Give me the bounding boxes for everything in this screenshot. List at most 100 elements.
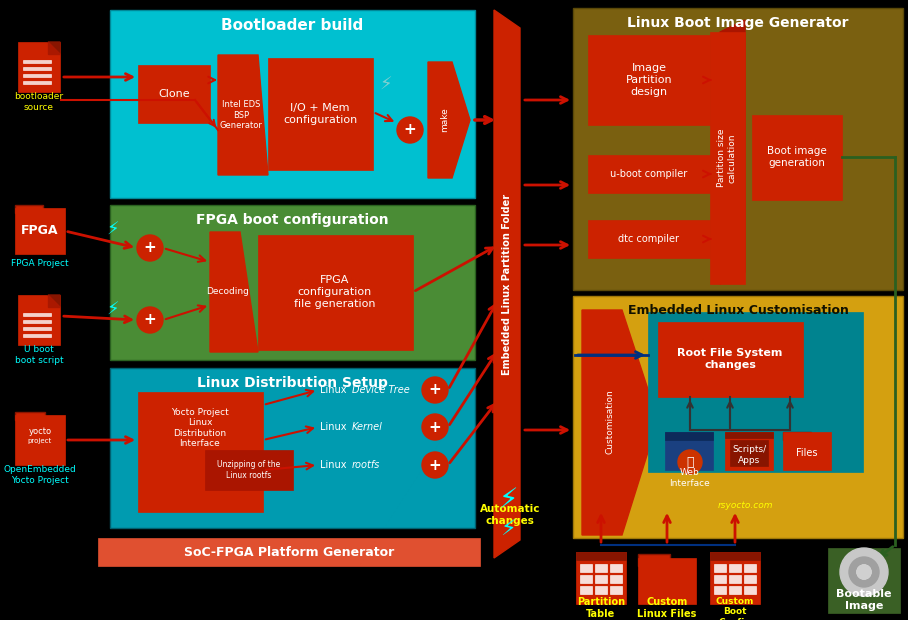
Bar: [595, 575, 607, 583]
Bar: [714, 575, 726, 583]
Bar: [268, 58, 373, 170]
Bar: [588, 155, 710, 193]
Text: Image
Partition
design: Image Partition design: [626, 63, 672, 97]
Bar: [588, 35, 710, 125]
Text: +: +: [429, 383, 441, 397]
Bar: [665, 432, 713, 440]
Polygon shape: [48, 42, 60, 54]
Text: Clone: Clone: [158, 89, 190, 99]
Bar: [744, 575, 756, 583]
Bar: [110, 368, 475, 528]
Polygon shape: [582, 310, 658, 535]
Text: I/O + Mem
configuration: I/O + Mem configuration: [283, 103, 357, 125]
Polygon shape: [210, 232, 258, 352]
Circle shape: [857, 565, 871, 579]
Circle shape: [849, 557, 879, 587]
Bar: [730, 440, 768, 466]
Bar: [714, 564, 726, 572]
Circle shape: [422, 452, 448, 478]
Text: Custom
Boot
Config: Custom Boot Config: [716, 597, 755, 620]
Bar: [98, 538, 480, 566]
Text: +: +: [404, 123, 417, 138]
Bar: [23, 60, 51, 63]
Bar: [205, 450, 293, 490]
Text: FPGA boot configuration: FPGA boot configuration: [196, 213, 389, 227]
Text: Customisation: Customisation: [606, 389, 615, 454]
Bar: [828, 548, 900, 613]
Text: Linux Distribution Setup: Linux Distribution Setup: [197, 376, 388, 390]
Text: yocto: yocto: [28, 428, 52, 436]
Bar: [729, 586, 741, 594]
Text: Files: Files: [796, 448, 818, 458]
Text: SoC-FPGA Platform Generator: SoC-FPGA Platform Generator: [184, 546, 394, 559]
Bar: [23, 67, 51, 70]
Bar: [15, 208, 65, 254]
Bar: [658, 322, 803, 397]
Text: Scripts/
Apps: Scripts/ Apps: [732, 445, 766, 465]
Text: U boot
boot script: U boot boot script: [15, 345, 64, 365]
Text: ⚡: ⚡: [106, 301, 119, 319]
Text: Partition size
calculation: Partition size calculation: [717, 129, 736, 187]
Bar: [23, 334, 51, 337]
Text: FPGA: FPGA: [21, 224, 59, 237]
Text: Custom
Linux Files: Custom Linux Files: [637, 597, 696, 619]
Bar: [110, 205, 475, 360]
Text: rsyocto.com: rsyocto.com: [717, 500, 773, 510]
Bar: [744, 586, 756, 594]
Bar: [580, 586, 592, 594]
Text: u-boot compiler: u-boot compiler: [610, 169, 687, 179]
Bar: [580, 564, 592, 572]
Text: +: +: [429, 458, 441, 472]
Polygon shape: [428, 62, 470, 178]
Text: ⚡: ⚡: [380, 76, 392, 94]
Text: Linux: Linux: [320, 460, 350, 470]
Text: Linux Boot Image Generator: Linux Boot Image Generator: [627, 16, 849, 30]
Bar: [23, 81, 51, 84]
Bar: [729, 564, 741, 572]
Text: 🌐: 🌐: [686, 456, 694, 469]
Polygon shape: [48, 42, 60, 54]
Text: Web
Interface: Web Interface: [669, 468, 710, 488]
Bar: [725, 432, 773, 438]
Text: dtc compiler: dtc compiler: [618, 234, 679, 244]
Text: rootfs: rootfs: [352, 460, 380, 470]
Text: +: +: [429, 420, 441, 435]
Bar: [610, 586, 622, 594]
Circle shape: [422, 414, 448, 440]
Bar: [638, 558, 696, 604]
Text: Yocto Project
Linux
Distribution
Interface: Yocto Project Linux Distribution Interfa…: [171, 408, 229, 448]
Text: Intel EDS
BSP
Generator: Intel EDS BSP Generator: [220, 100, 262, 130]
Polygon shape: [720, 20, 745, 284]
Bar: [595, 564, 607, 572]
Text: make: make: [440, 108, 449, 133]
Text: +: +: [143, 241, 156, 255]
Text: Kernel: Kernel: [352, 422, 383, 432]
Bar: [714, 586, 726, 594]
Bar: [710, 552, 760, 560]
Text: ⚡: ⚡: [498, 486, 518, 514]
Polygon shape: [48, 295, 60, 307]
Bar: [23, 327, 51, 330]
Bar: [18, 295, 60, 345]
Text: project: project: [28, 438, 52, 444]
Text: Bootable
Image: Bootable Image: [836, 589, 892, 611]
Bar: [710, 552, 760, 604]
Bar: [18, 42, 60, 92]
Text: FPGA
configuration
file generation: FPGA configuration file generation: [294, 275, 376, 309]
Bar: [610, 575, 622, 583]
Text: Device Tree: Device Tree: [352, 385, 410, 395]
Circle shape: [678, 450, 702, 474]
Bar: [710, 32, 745, 284]
Text: +: +: [143, 312, 156, 327]
Text: ⚡: ⚡: [106, 221, 119, 239]
Text: Unzipping of the
Linux rootfs: Unzipping of the Linux rootfs: [217, 460, 281, 480]
Circle shape: [137, 235, 163, 261]
Bar: [573, 8, 903, 290]
Text: Bootloader build: Bootloader build: [222, 17, 363, 32]
Bar: [576, 552, 626, 604]
Bar: [138, 65, 210, 123]
Bar: [665, 432, 713, 470]
Text: Embedded Linux Customisation: Embedded Linux Customisation: [627, 304, 848, 317]
Text: OpenEmbedded
Yocto Project: OpenEmbedded Yocto Project: [4, 465, 76, 485]
Text: Linux: Linux: [320, 422, 350, 432]
